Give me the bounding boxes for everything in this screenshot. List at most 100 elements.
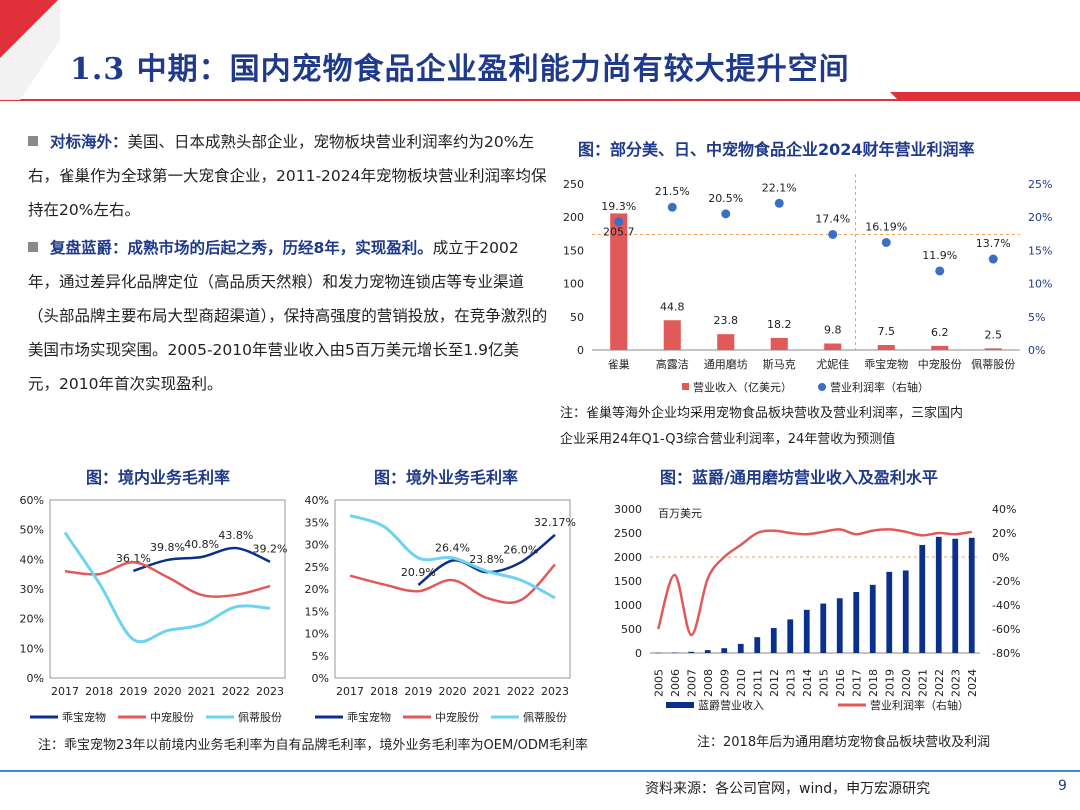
category-label: 尤妮佳 bbox=[816, 357, 849, 371]
domestic-margin-chart: 0% 10% 20% 30% 40% 50% 60% 2017 2018 2019 2020 2021… bbox=[20, 494, 288, 724]
y-tick-label: 50% bbox=[20, 524, 44, 537]
x-tick-label: 2023 bbox=[541, 685, 569, 698]
bar bbox=[803, 609, 810, 653]
x-tick-label: 2020 bbox=[439, 685, 467, 698]
bar bbox=[717, 334, 735, 350]
data-label: 36.1% bbox=[116, 552, 151, 565]
header-decoration bbox=[0, 0, 1080, 101]
paragraph-text: 成立于2002年，通过差异化品牌定位（高品质天然粮）和发力宠物连锁店等专业渠道（… bbox=[28, 239, 548, 393]
y-tick-label: 35% bbox=[305, 516, 329, 529]
margin-value-label: 19.3% bbox=[601, 200, 636, 213]
data-label: 39.2% bbox=[253, 543, 288, 556]
main-chart-note-line1: 注：雀巢等海外企业均采用宠物食品板块营收及营业利润率，三家国内 bbox=[560, 406, 964, 421]
y-tick-label: 40% bbox=[20, 553, 44, 566]
legend-label: 佩蒂股份 bbox=[523, 710, 567, 724]
legend-label: 佩蒂股份 bbox=[238, 710, 282, 724]
paragraph-text: 美国、日本成熟头部企业，宠物板块营业利润率约为20%左右，雀巢作为全球第一大宠食… bbox=[28, 133, 547, 219]
blue-chart-title: 图：蓝爵/通用磨坊营业收入及盈利水平 bbox=[660, 468, 938, 487]
margin-dot bbox=[721, 209, 731, 219]
x-tick-label: 2023 bbox=[256, 685, 284, 698]
y-tick-label: 40% bbox=[305, 494, 329, 507]
bar bbox=[824, 343, 842, 350]
bar bbox=[655, 652, 662, 654]
y-tick-label: 30% bbox=[305, 539, 329, 552]
data-label: 32.17% bbox=[534, 516, 576, 529]
margin-dot bbox=[614, 217, 624, 227]
bar bbox=[770, 628, 777, 653]
bullet-icon bbox=[28, 136, 38, 146]
bullet-icon bbox=[28, 242, 38, 252]
category-label: 高露洁 bbox=[656, 357, 689, 371]
year-label: 2005 bbox=[652, 669, 665, 697]
bar bbox=[688, 651, 695, 653]
x-tick-label: 2017 bbox=[51, 685, 79, 698]
year-label: 2017 bbox=[850, 669, 863, 697]
bar bbox=[919, 545, 926, 653]
series-line bbox=[64, 561, 271, 598]
x-tick-label: 2022 bbox=[222, 685, 250, 698]
margin-dot bbox=[935, 266, 945, 276]
bar bbox=[704, 650, 711, 653]
y-right-tick-label: 10% bbox=[1028, 278, 1052, 291]
bluebuffalo-chart: 百万美元 0 500 1000 1500 2000 2500 3000 -80% -60% -40%… bbox=[614, 503, 1020, 712]
blue-chart-note: 注：2018年后为通用磨坊宠物食品板块营收及利润 bbox=[697, 735, 991, 750]
legend-label: 乖宝宠物 bbox=[62, 710, 106, 724]
y-right-tick-label: -20% bbox=[992, 575, 1020, 588]
x-tick-label: 2022 bbox=[507, 685, 535, 698]
data-label: 23.8% bbox=[469, 553, 504, 566]
margin-value-label: 20.5% bbox=[708, 192, 743, 205]
bar-value-label: 23.8 bbox=[714, 314, 739, 327]
year-label: 2008 bbox=[702, 669, 715, 697]
bar-value-label: 44.8 bbox=[660, 300, 685, 313]
y-tick-label: 150 bbox=[563, 244, 584, 257]
margin-value-label: 11.9% bbox=[922, 249, 957, 262]
series-line bbox=[349, 563, 556, 604]
year-label: 2021 bbox=[916, 669, 929, 697]
year-label: 2010 bbox=[735, 669, 748, 697]
header-red-right bbox=[890, 92, 1080, 100]
category-label: 通用磨坊 bbox=[704, 357, 748, 371]
y-tick-label: 100 bbox=[563, 278, 584, 291]
margin-value-label: 21.5% bbox=[655, 185, 690, 198]
y-right-tick-label: -60% bbox=[992, 623, 1020, 636]
bar bbox=[754, 637, 761, 653]
data-label: 40.8% bbox=[184, 538, 219, 551]
legend-swatch-margin bbox=[818, 383, 826, 391]
y-tick-label: 0% bbox=[27, 672, 44, 685]
legend-label: 中宠股份 bbox=[435, 710, 479, 724]
year-label: 2011 bbox=[751, 669, 764, 697]
y-right-tick-label: 25% bbox=[1028, 178, 1052, 191]
x-tick-label: 2018 bbox=[370, 685, 398, 698]
margin-chart-note: 注：乖宝宠物23年以前境内业务毛利率为自有品牌毛利率，境外业务毛利率为OEM/O… bbox=[38, 738, 589, 753]
legend-label: 中宠股份 bbox=[150, 710, 194, 724]
legend-swatch-revenue bbox=[666, 702, 694, 708]
page-title: 1.3 中期：国内宠物食品企业盈利能力尚有较大提升空间 bbox=[70, 52, 850, 87]
plot-frame bbox=[49, 499, 286, 679]
year-label: 2020 bbox=[900, 669, 913, 697]
overseas-chart-title: 图：境外业务毛利率 bbox=[374, 468, 519, 487]
margin-dot bbox=[774, 198, 784, 208]
margin-dot bbox=[667, 202, 677, 212]
bar-value-label: 2.5 bbox=[985, 328, 1003, 341]
bar bbox=[820, 603, 827, 653]
footer-rule bbox=[0, 770, 1080, 772]
y-right-tick-label: 5% bbox=[1028, 311, 1045, 324]
data-label: 26.0% bbox=[503, 543, 538, 556]
margin-dot bbox=[881, 237, 891, 247]
main-chart-note: 注：雀巢等海外企业均采用宠物食品板块营收及营业利润率，三家国内 企业采用24年Q… bbox=[560, 401, 1080, 453]
x-tick-label: 2019 bbox=[404, 685, 432, 698]
y-tick-label: 10% bbox=[20, 642, 44, 655]
margin-value-label: 17.4% bbox=[815, 212, 850, 225]
source-text: 资料来源：各公司官网，wind，申万宏源研究 bbox=[645, 781, 931, 797]
bar-value-label: 7.5 bbox=[878, 325, 896, 338]
category-label: 中宠股份 bbox=[918, 357, 962, 371]
y-tick-label: 1000 bbox=[614, 599, 642, 612]
main-chart-title: 图：部分美、日、中宠物食品企业2024财年营业利润率 bbox=[578, 140, 975, 159]
series-line bbox=[63, 531, 271, 644]
y-tick-label: 0% bbox=[312, 672, 329, 685]
y-right-tick-label: 0% bbox=[1028, 344, 1045, 357]
year-label: 2006 bbox=[669, 669, 682, 697]
bar bbox=[610, 213, 628, 350]
bar-value-label: 18.2 bbox=[767, 318, 792, 331]
x-tick-label: 2017 bbox=[336, 685, 364, 698]
